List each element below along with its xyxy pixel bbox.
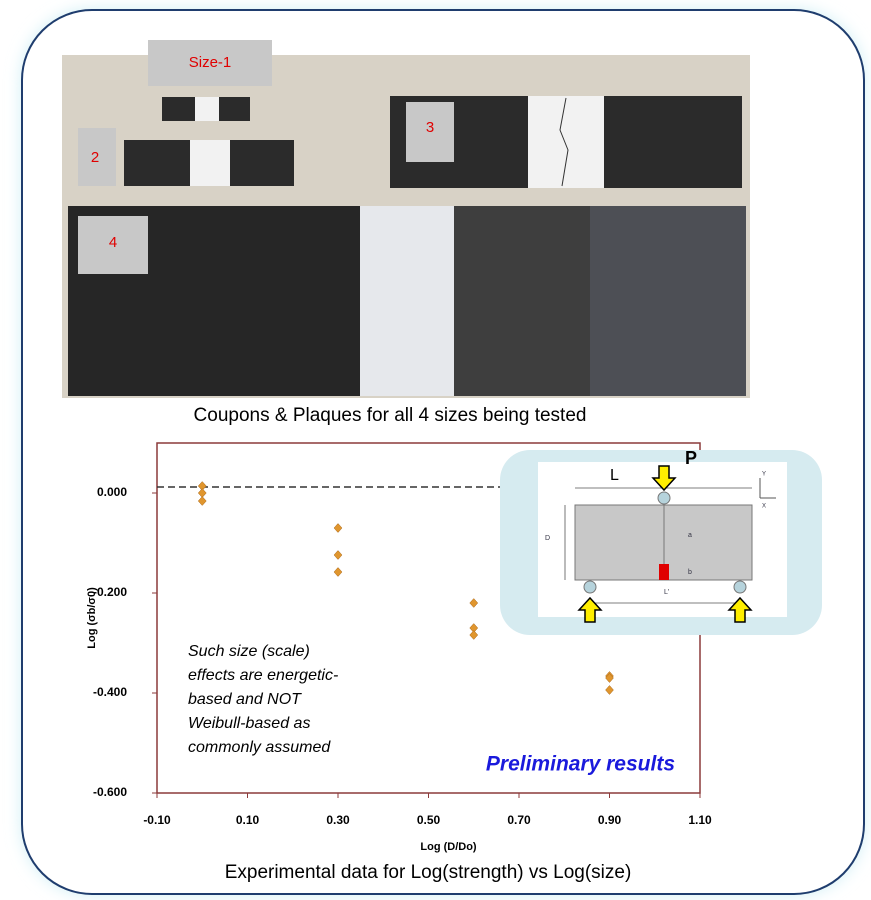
photo-label: 4: [109, 234, 117, 251]
x-tick-label: 0.50: [417, 813, 441, 827]
support-arrow: [577, 596, 603, 623]
photo-label: 3: [426, 119, 434, 136]
data-point: [605, 685, 614, 695]
data-point: [333, 523, 343, 533]
x-tick-label: 0.30: [326, 813, 350, 827]
y-tick-label: -0.400: [93, 685, 127, 699]
notch-tip: [659, 564, 669, 580]
roller: [583, 580, 597, 594]
x-tick-label: 0.90: [598, 813, 622, 827]
label-box: [148, 40, 272, 86]
x-axis-label: Log (D/Do): [420, 841, 477, 853]
y-axis-label: Log (σb/σ0): [86, 587, 98, 649]
label-box: [406, 102, 454, 162]
diagram-label: Y: [762, 472, 766, 478]
load-arrow: [651, 465, 677, 492]
y-tick-label: -0.200: [93, 585, 127, 599]
highlight: Preliminary results: [486, 753, 675, 776]
x-tick-label: 1.10: [688, 813, 712, 827]
diagram-label: a: [688, 532, 692, 539]
x-tick-label: -0.10: [143, 813, 171, 827]
roller: [657, 491, 671, 505]
photo: Size-1 2 3 4: [62, 40, 750, 398]
data-point: [469, 598, 479, 608]
data-point: [605, 673, 614, 683]
coupon-tab: [195, 97, 219, 121]
label-box: [78, 216, 148, 274]
diagram: P L D a b L' Y X: [500, 448, 822, 635]
x-tick-label: 0.70: [507, 813, 531, 827]
chart-caption: Experimental data for Log(strength) vs L…: [225, 862, 632, 883]
annotation: Weibull-based as: [188, 715, 310, 732]
plaque-section: [590, 206, 746, 396]
diagram-label: P: [685, 448, 697, 468]
annotation: effects are energetic-: [188, 667, 338, 684]
annotation: based and NOT: [188, 691, 302, 708]
plaque-section: [454, 206, 590, 396]
photo-label: 2: [91, 149, 99, 166]
y-tick-label: 0.000: [97, 485, 127, 499]
data-point: [469, 630, 479, 640]
axes-icon: [759, 478, 776, 499]
plaque-tab: [360, 206, 454, 396]
data-point: [333, 550, 343, 560]
roller: [733, 580, 747, 594]
annotation: Such size (scale): [188, 643, 310, 660]
label-box: [78, 128, 116, 186]
photo-caption: Coupons & Plaques for all 4 sizes being …: [194, 405, 587, 426]
data-point: [197, 496, 207, 506]
annotation: commonly assumed: [188, 739, 331, 756]
support-arrow: [727, 596, 753, 623]
crack: [559, 97, 569, 187]
data-point: [333, 567, 343, 577]
diagram-label: L': [664, 589, 669, 596]
diagram-label: L: [610, 467, 619, 484]
photo-label: Size-1: [189, 54, 232, 71]
coupon-tab: [528, 96, 604, 188]
diagram-label: D: [545, 535, 550, 542]
diagram-label: X: [762, 504, 766, 510]
coupon-tab: [190, 140, 230, 186]
x-tick-label: 0.10: [236, 813, 260, 827]
diagram-label: b: [688, 569, 692, 576]
y-tick-label: -0.600: [93, 785, 127, 799]
